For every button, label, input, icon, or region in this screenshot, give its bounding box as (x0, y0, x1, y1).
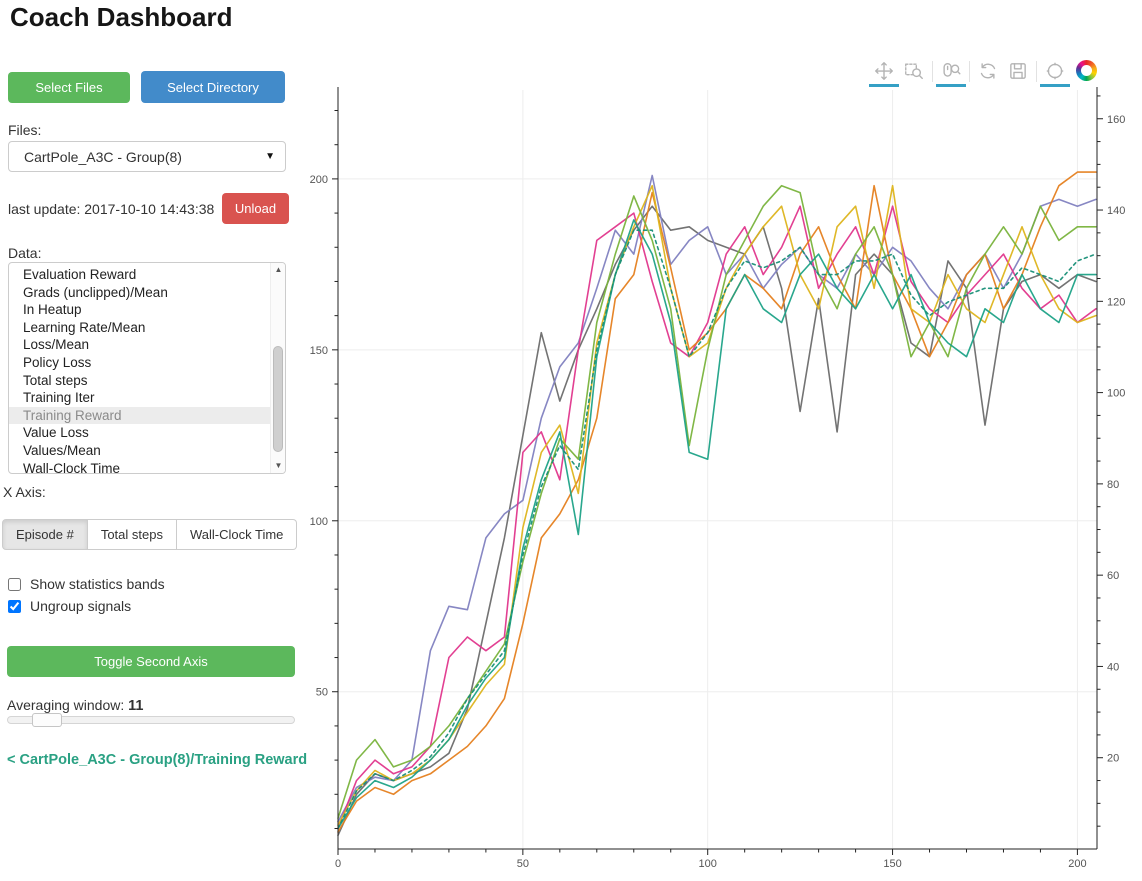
y-right-tick-label: 140 (1107, 205, 1125, 217)
wheel-zoom-tool-icon[interactable] (936, 60, 966, 87)
checkbox-label: Show statistics bands (30, 576, 165, 592)
hover-tool-icon[interactable] (1040, 60, 1070, 87)
files-select-value: CartPole_A3C - Group(8) (24, 148, 182, 165)
reset-tool-icon[interactable] (973, 60, 1003, 87)
box-zoom-tool-icon[interactable] (899, 60, 929, 87)
y-left-tick-label: 50 (316, 687, 328, 699)
toolbar-separator (969, 61, 970, 82)
data-list-item[interactable]: Policy Loss (23, 354, 92, 370)
y-right-tick-label: 160 (1107, 114, 1125, 126)
y-left-tick-label: 150 (310, 345, 328, 357)
toolbar-separator (932, 61, 933, 82)
y-right-tick-label: 60 (1107, 570, 1119, 582)
toolbar-separator (1036, 61, 1037, 82)
slider-thumb[interactable] (32, 713, 62, 727)
averaging-window-value: 11 (128, 698, 144, 714)
last-update-text: last update: 2017-10-10 14:43:38 (8, 201, 215, 217)
scroll-down-icon[interactable]: ▼ (274, 461, 283, 470)
show-statistics-bands-checkbox[interactable] (8, 577, 21, 591)
data-list-item[interactable]: Training Iter (23, 390, 95, 406)
x-axis-option-button[interactable]: Total steps (87, 519, 177, 550)
bokeh-chart: 50 100 150 200 20 40 60 80 100 120 140 160 0 50 100 150… (300, 52, 1142, 881)
x-axis-segmented-control: Episode # Total steps Wall-Clock Time (2, 519, 298, 550)
data-list-item[interactable]: Grads (unclipped)/Mean (23, 284, 168, 300)
data-list-item[interactable]: In Heatup (23, 302, 82, 318)
scrollbar-thumb[interactable] (273, 346, 283, 452)
x-tick-label: 50 (517, 858, 529, 870)
averaging-window-row: Averaging window: 11 (7, 697, 144, 714)
toggle-second-axis-button[interactable]: Toggle Second Axis (7, 646, 295, 677)
checkbox-ungroup-signals[interactable]: Ungroup signals (8, 598, 131, 614)
data-label: Data: (8, 245, 42, 261)
unload-button[interactable]: Unload (222, 193, 289, 224)
select-files-button[interactable]: Select Files (8, 72, 130, 103)
x-tick-label: 150 (883, 858, 901, 870)
bokeh-toolbar (869, 60, 1097, 87)
listbox-scrollbar[interactable]: ▲ ▼ (270, 263, 285, 473)
breadcrumb-link[interactable]: < CartPole_A3C - Group(8)/Training Rewar… (7, 752, 308, 768)
files-select[interactable]: CartPole_A3C - Group(8) ▼ (8, 141, 286, 172)
series-worker-purple (337, 174, 1097, 823)
x-axis-label: X Axis: (3, 484, 46, 500)
data-list-item[interactable]: Wall-Clock Time (23, 460, 121, 474)
series-worker-orange (337, 171, 1097, 833)
scroll-up-icon[interactable]: ▲ (274, 265, 283, 274)
data-listbox[interactable]: Evaluation Reward Grads (unclipped)/Mean I… (8, 262, 286, 474)
data-list-item[interactable]: Values/Mean (23, 442, 101, 458)
data-list-item[interactable]: Loss/Mean (23, 337, 90, 353)
caret-down-icon: ▼ (265, 151, 275, 162)
y-left-tick-label: 100 (310, 516, 328, 528)
data-list-item[interactable]: Value Loss (23, 425, 89, 441)
checkbox-label: Ungroup signals (30, 598, 132, 614)
y-right-tick-label: 40 (1107, 661, 1119, 673)
select-directory-button[interactable]: Select Directory (141, 71, 285, 103)
data-list-item[interactable]: Total steps (23, 372, 88, 388)
y-right-tick-label: 20 (1107, 753, 1119, 765)
data-listbox-items: Evaluation Reward Grads (unclipped)/Mean I… (9, 266, 270, 474)
bokeh-logo-icon[interactable] (1076, 60, 1097, 81)
series-worker-gold (337, 184, 1097, 826)
checkbox-show-statistics-bands[interactable]: Show statistics bands (8, 576, 165, 592)
save-tool-icon[interactable] (1003, 60, 1033, 87)
pan-tool-icon[interactable] (869, 60, 899, 87)
data-list-item[interactable]: Evaluation Reward (23, 267, 137, 282)
averaging-window-label: Averaging window: (7, 697, 125, 713)
x-axis-option-button[interactable]: Episode # (2, 519, 88, 550)
averaging-window-slider[interactable] (7, 713, 295, 727)
chart-plot-area[interactable]: 50 100 150 200 20 40 60 80 100 120 140 160 0 50 100 150… (300, 52, 1142, 881)
y-right-tick-label: 120 (1107, 296, 1125, 308)
series-worker-teal (337, 219, 1097, 830)
x-tick-label: 0 (335, 858, 341, 870)
page-title: Coach Dashboard (10, 2, 233, 32)
y-right-tick-label: 80 (1107, 479, 1119, 491)
ungroup-signals-checkbox[interactable] (8, 599, 21, 613)
series-worker-magenta (337, 205, 1097, 830)
x-tick-label: 200 (1068, 858, 1086, 870)
series-mean-teal-dashed (337, 229, 1097, 830)
x-tick-label: 100 (699, 858, 717, 870)
data-list-item[interactable]: Training Reward (9, 406, 270, 425)
series-worker-green (337, 184, 1097, 820)
y-right-tick-label: 100 (1107, 388, 1125, 400)
y-left-tick-label: 200 (310, 174, 328, 186)
data-list-item[interactable]: Learning Rate/Mean (23, 319, 146, 335)
x-axis-option-button[interactable]: Wall-Clock Time (176, 519, 298, 550)
files-label: Files: (8, 122, 42, 138)
